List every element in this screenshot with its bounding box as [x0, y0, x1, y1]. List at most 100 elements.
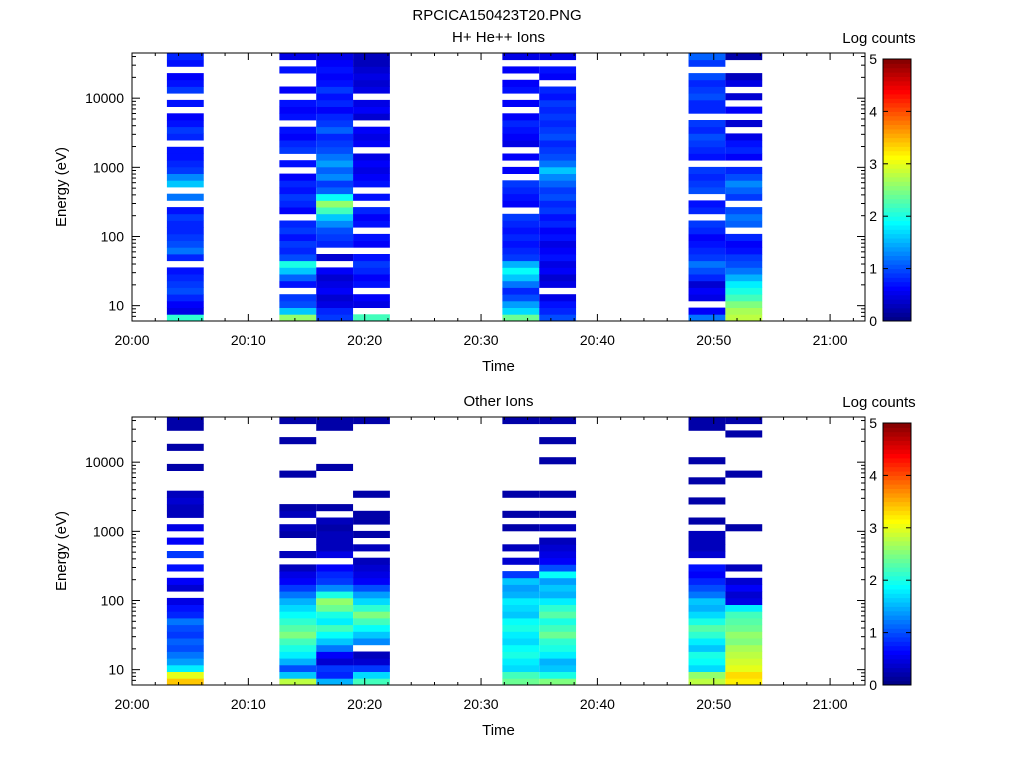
heatmap-cell: [502, 571, 540, 579]
heatmap-cell: [166, 604, 204, 612]
colorbar-segment: [883, 658, 911, 664]
heatmap-cell: [688, 106, 726, 114]
heatmap-cell: [316, 517, 354, 525]
colorbar-segment: [883, 111, 911, 117]
heatmap-cell: [279, 577, 317, 585]
colorbar-tick-label: 1: [869, 261, 877, 277]
heatmap-cell: [166, 524, 204, 532]
heatmap-cell: [279, 530, 317, 538]
heatmap-cell: [316, 193, 354, 201]
heatmap-cell: [688, 146, 726, 154]
heatmap-cell: [688, 477, 726, 485]
heatmap-cell: [166, 53, 204, 61]
heatmap-cell: [166, 307, 204, 315]
heatmap-cell: [502, 584, 540, 592]
colorbar-segment: [883, 159, 911, 165]
heatmap-cell: [539, 658, 577, 666]
heatmap-cell: [539, 551, 577, 559]
heatmap-cell: [502, 280, 540, 288]
heatmap-cell: [725, 53, 763, 61]
heatmap-cell: [725, 120, 763, 128]
heatmap-cell: [316, 280, 354, 288]
heatmap-cell: [279, 160, 317, 168]
heatmap-cell: [688, 166, 726, 174]
heatmap-cell: [725, 631, 763, 639]
heatmap-cell: [688, 551, 726, 559]
colorbar-segment: [883, 554, 911, 559]
colorbar-segment: [883, 636, 911, 642]
colorbar-segment: [883, 610, 911, 616]
spectrogram-columns: [166, 417, 763, 686]
heatmap-cell: [539, 200, 577, 208]
heatmap-cell: [539, 300, 577, 308]
heatmap-cell: [166, 577, 204, 585]
heatmap-cell: [539, 113, 577, 121]
heatmap-cell: [166, 120, 204, 128]
colorbar-segment: [883, 238, 911, 243]
heatmap-cell: [279, 267, 317, 275]
heatmap-cell: [353, 267, 390, 275]
heatmap-cell: [316, 294, 354, 302]
heatmap-cell: [316, 180, 354, 188]
heatmap-cell: [166, 227, 204, 235]
x-tick-label: 20:40: [580, 332, 615, 348]
heatmap-cell: [316, 417, 354, 425]
heatmap-cell: [316, 423, 354, 431]
colorbar-segment: [883, 584, 911, 590]
heatmap-cell: [279, 133, 317, 141]
heatmap-cell: [316, 53, 354, 61]
heatmap-cell: [539, 591, 577, 599]
heatmap-cell: [353, 631, 390, 639]
heatmap-cell: [539, 314, 577, 322]
heatmap-cell: [353, 166, 390, 174]
colorbar-segment: [883, 277, 911, 283]
heatmap-cell: [166, 597, 204, 605]
colorbar-segment: [883, 303, 911, 309]
data-column: [316, 417, 354, 686]
heatmap-cell: [316, 267, 354, 275]
colorbar-segment: [883, 185, 911, 191]
heatmap-cell: [688, 658, 726, 666]
heatmap-cell: [353, 99, 390, 107]
heatmap-cell: [166, 564, 204, 572]
heatmap-cell: [688, 457, 726, 465]
heatmap-cell: [502, 490, 540, 498]
heatmap-cell: [539, 638, 577, 646]
heatmap-cell: [353, 638, 390, 646]
colorbar: 0 1 2 3 4 5 Log counts: [842, 394, 915, 693]
heatmap-cell: [725, 307, 763, 315]
heatmap-cell: [166, 287, 204, 295]
heatmap-cell: [725, 106, 763, 114]
heatmap-cell: [279, 671, 317, 679]
colorbar-label: Log counts: [842, 30, 915, 47]
heatmap-cell: [166, 267, 204, 275]
heatmap-cell: [725, 207, 763, 215]
heatmap-cell: [166, 443, 204, 451]
heatmap-cell: [502, 300, 540, 308]
panel-1: 20:00 20:10 20:20 20:30 20:40 20:50 21:0010100…: [53, 29, 916, 375]
heatmap-cell: [316, 153, 354, 161]
heatmap-cell: [279, 86, 317, 94]
heatmap-cell: [353, 618, 390, 626]
x-tick-label: 20:00: [114, 332, 149, 348]
heatmap-cell: [166, 160, 204, 168]
heatmap-cell: [166, 133, 204, 141]
heatmap-cell: [502, 658, 540, 666]
heatmap-cell: [725, 678, 763, 686]
colorbar-segment: [883, 593, 911, 599]
heatmap-cell: [279, 638, 317, 646]
heatmap-cell: [166, 510, 204, 518]
heatmap-cell: [279, 193, 317, 201]
heatmap-cell: [353, 59, 390, 67]
heatmap-cell: [316, 86, 354, 94]
heatmap-cell: [353, 193, 390, 201]
heatmap-cell: [353, 53, 390, 61]
heatmap-cell: [166, 220, 204, 228]
colorbar-segment: [883, 619, 911, 625]
heatmap-cell: [725, 146, 763, 154]
heatmap-cell: [166, 314, 204, 322]
data-column: [502, 417, 540, 686]
colorbar-segment: [883, 163, 911, 169]
heatmap-cell: [725, 417, 763, 425]
heatmap-cell: [353, 671, 390, 679]
